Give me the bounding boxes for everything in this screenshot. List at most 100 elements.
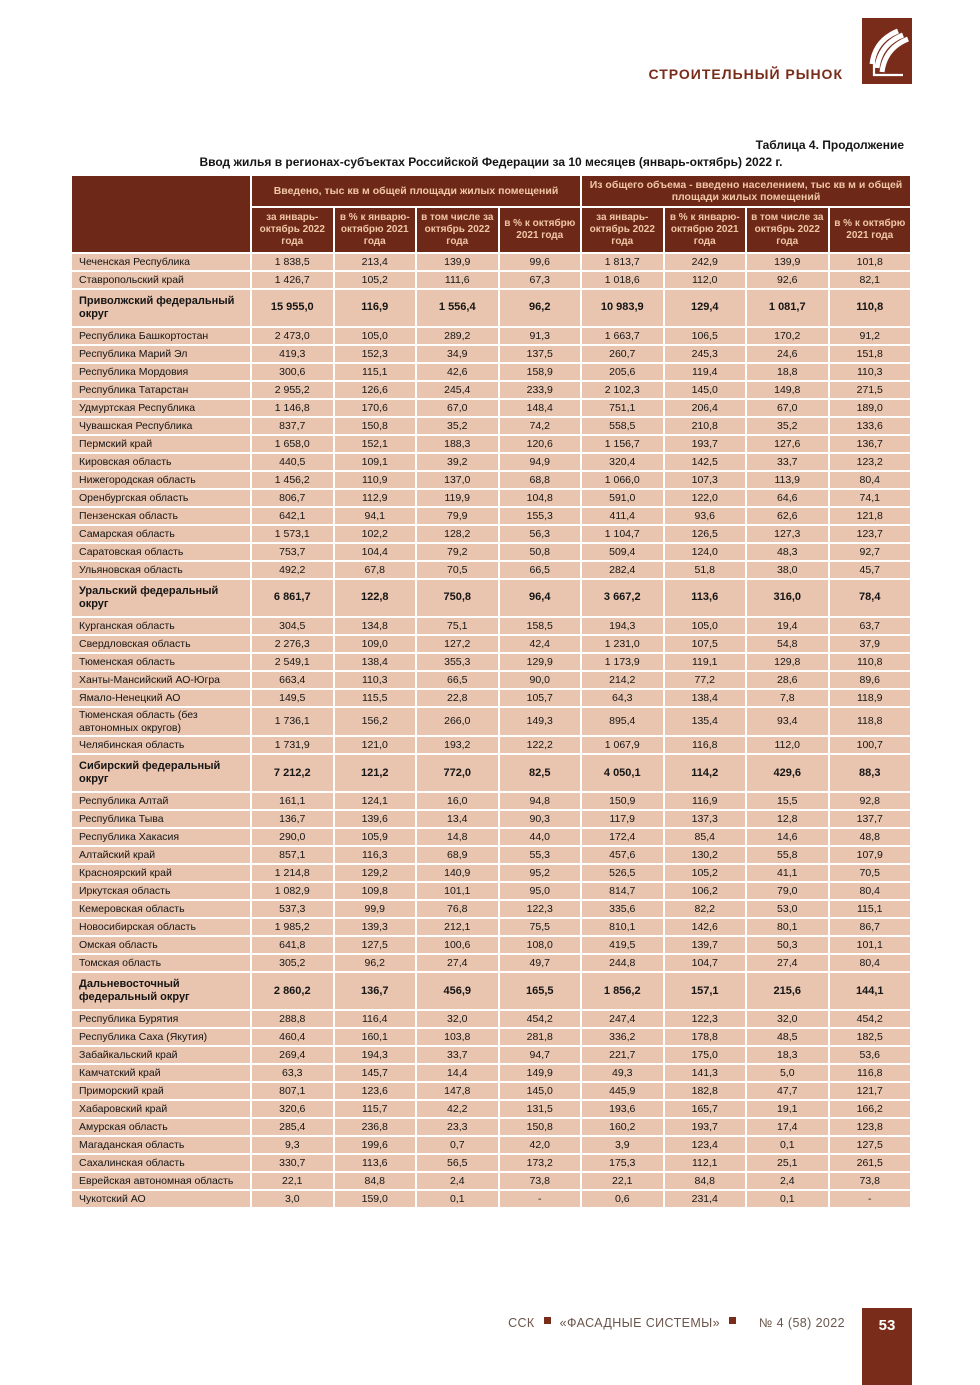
value-cell: 110,3 [829, 364, 910, 380]
value-cell: 25,1 [747, 1155, 828, 1172]
value-cell: 126,6 [334, 382, 415, 398]
value-cell: 116,4 [334, 1011, 415, 1028]
value-cell: 160,2 [582, 1119, 663, 1136]
value-cell: 32,0 [747, 1011, 828, 1028]
value-cell: 14,6 [747, 829, 828, 846]
value-cell: 49,3 [582, 1065, 663, 1082]
region-row: Омская область 641,8 127,5 100,6 108,0 419,5 1… [72, 937, 910, 954]
region-name-cell: Хабаровский край [72, 1101, 250, 1118]
value-cell: 63,3 [252, 1065, 333, 1082]
value-cell: 68,8 [499, 472, 580, 488]
value-cell: 138,4 [334, 654, 415, 670]
value-cell: 182,8 [664, 1083, 745, 1100]
value-cell: 82,5 [499, 755, 580, 792]
value-cell: 1 985,2 [252, 919, 333, 936]
value-cell: 27,4 [747, 955, 828, 972]
value-cell: 158,5 [499, 618, 580, 634]
value-cell: 53,6 [829, 1047, 910, 1064]
value-cell: 130,2 [664, 847, 745, 864]
value-cell: 1 156,7 [582, 436, 663, 452]
value-cell: 134,8 [334, 618, 415, 634]
value-cell: 591,0 [582, 490, 663, 506]
region-name-cell: Еврейская автономная область [72, 1173, 250, 1190]
value-cell: 460,4 [252, 1029, 333, 1046]
value-cell: 106,5 [664, 328, 745, 344]
value-cell: 115,5 [334, 690, 415, 706]
value-cell: 454,2 [499, 1011, 580, 1028]
value-cell: - [499, 1191, 580, 1208]
value-cell: 104,4 [334, 544, 415, 560]
value-cell: 100,6 [417, 937, 498, 954]
value-cell: 175,0 [664, 1047, 745, 1064]
value-cell: 110,8 [829, 654, 910, 670]
value-cell: 142,6 [664, 919, 745, 936]
value-cell: 92,6 [747, 272, 828, 288]
value-cell: 537,3 [252, 901, 333, 918]
value-cell: 93,6 [664, 508, 745, 524]
region-name-cell: Тюменская область (без автономных округо… [72, 708, 250, 736]
value-cell: 56,5 [417, 1155, 498, 1172]
value-cell: 55,8 [747, 847, 828, 864]
value-cell: 193,6 [582, 1101, 663, 1118]
value-cell: 70,5 [829, 865, 910, 882]
value-cell: 139,3 [334, 919, 415, 936]
region-row: Курганская область 304,5 134,8 75,1 158,5 194… [72, 618, 910, 634]
value-cell: 116,8 [664, 737, 745, 754]
value-cell: 806,7 [252, 490, 333, 506]
value-cell: 67,3 [499, 272, 580, 288]
value-cell: 66,5 [499, 562, 580, 578]
value-cell: 107,3 [664, 472, 745, 488]
value-cell: 121,0 [334, 737, 415, 754]
value-cell: 18,3 [747, 1047, 828, 1064]
value-cell: 116,3 [334, 847, 415, 864]
value-cell: 22,1 [252, 1173, 333, 1190]
value-cell: 188,3 [417, 436, 498, 452]
value-cell: 84,8 [664, 1173, 745, 1190]
value-cell: 305,2 [252, 955, 333, 972]
value-cell: 1 813,7 [582, 254, 663, 270]
value-cell: 123,7 [829, 526, 910, 542]
value-cell: 205,6 [582, 364, 663, 380]
value-cell: 193,7 [664, 436, 745, 452]
value-cell: 82,2 [664, 901, 745, 918]
value-cell: 47,7 [747, 1083, 828, 1100]
region-name-cell: Ямало-Ненецкий АО [72, 690, 250, 706]
value-cell: 122,3 [664, 1011, 745, 1028]
value-cell: 261,5 [829, 1155, 910, 1172]
value-cell: 22,1 [582, 1173, 663, 1190]
value-cell: 642,1 [252, 508, 333, 524]
value-cell: 9,3 [252, 1137, 333, 1154]
value-cell: 199,6 [334, 1137, 415, 1154]
value-cell: 55,3 [499, 847, 580, 864]
value-cell: 127,5 [334, 937, 415, 954]
value-cell: 300,6 [252, 364, 333, 380]
value-cell: 170,6 [334, 400, 415, 416]
value-cell: 15,5 [747, 793, 828, 810]
value-cell: 112,0 [664, 272, 745, 288]
value-cell: 245,4 [417, 382, 498, 398]
region-name-cell: Новосибирская область [72, 919, 250, 936]
group-header-row: Введено, тыс кв м общей площади жилых по… [72, 176, 910, 252]
value-cell: 64,6 [747, 490, 828, 506]
value-cell: 116,8 [829, 1065, 910, 1082]
value-cell: 116,9 [664, 793, 745, 810]
region-row: Оренбургская область 806,7 112,9 119,9 104,8… [72, 490, 910, 506]
region-row: Забайкальский край 269,4 194,3 33,7 94,7 221,… [72, 1047, 910, 1064]
value-cell: 105,2 [334, 272, 415, 288]
value-cell: 75,5 [499, 919, 580, 936]
value-cell: 1 173,9 [582, 654, 663, 670]
region-name-cell: Сахалинская область [72, 1155, 250, 1172]
region-row: Ульяновская область 492,2 67,8 70,5 66,5 282,… [72, 562, 910, 578]
value-cell: 136,7 [252, 811, 333, 828]
value-cell: 80,1 [747, 919, 828, 936]
value-cell: 79,2 [417, 544, 498, 560]
value-cell: 120,6 [499, 436, 580, 452]
value-cell: 1 663,7 [582, 328, 663, 344]
value-cell: 231,4 [664, 1191, 745, 1208]
value-cell: 37,9 [829, 636, 910, 652]
value-cell: 22,8 [417, 690, 498, 706]
value-cell: 1 018,6 [582, 272, 663, 288]
region-name-cell: Красноярский край [72, 865, 250, 882]
value-cell: 1 214,8 [252, 865, 333, 882]
value-cell: 247,4 [582, 1011, 663, 1028]
